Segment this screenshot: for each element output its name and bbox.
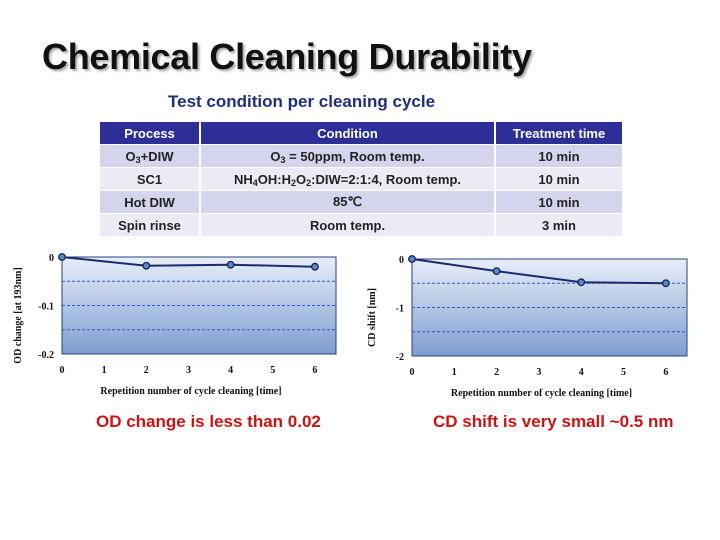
data-point [408, 255, 416, 263]
data-point [492, 267, 501, 276]
x-tick-label: 2 [494, 367, 499, 378]
cell-time: 10 min [495, 144, 622, 168]
x-tick-label: 0 [60, 365, 65, 376]
cell-process: O3+DIW [100, 144, 201, 168]
x-axis-label: Repetition number of cycle cleaning [tim… [451, 388, 632, 399]
od-remark: OD change is less than 0.02 [96, 412, 321, 431]
table-row: Hot DIW 85℃ 10 min [100, 190, 622, 214]
cell-time: 3 min [495, 213, 622, 236]
cell-process: Hot DIW [100, 190, 201, 214]
data-point [226, 260, 235, 269]
x-tick-label: 3 [186, 365, 191, 376]
table-row: SC1 NH4OH:H2O2:DIW=2:1:4, Room temp. 10 … [100, 167, 622, 191]
y-tick-label: -0.2 [38, 350, 54, 361]
table-subtitle: Test condition per cleaning cycle [168, 92, 436, 111]
data-point [58, 253, 66, 261]
x-tick-label: 5 [270, 365, 275, 376]
table-row: O3+DIW O3 = 50ppm, Room temp. 10 min [100, 144, 622, 168]
x-tick-label: 3 [536, 367, 541, 378]
series-line [411, 258, 666, 285]
y-tick-label: -0.1 [38, 302, 54, 313]
table-row: Spin rinse Room temp. 3 min [100, 213, 622, 236]
cell-condition: O3 = 50ppm, Room temp. [200, 144, 496, 168]
x-tick-label: 4 [579, 367, 584, 378]
od-change-chart: 0 -0.1 -0.2 0 1 2 3 4 5 6 Repetition number of cyc… [13, 253, 337, 397]
x-tick-label: 5 [621, 367, 626, 378]
x-tick-label: 2 [144, 365, 149, 376]
header-time: Treatment time [495, 122, 622, 145]
y-tick-label: -2 [396, 352, 404, 363]
data-point [661, 279, 670, 288]
cd-remark: CD shift is very small ~0.5 nm [433, 412, 674, 431]
cell-process: SC1 [100, 167, 201, 191]
data-point [311, 262, 319, 271]
slide-title: Chemical Cleaning Durability [42, 36, 532, 77]
cell-time: 10 min [495, 167, 622, 191]
cell-process: Spin rinse [100, 213, 201, 236]
x-tick-label: 6 [663, 367, 668, 378]
cell-condition: Room temp. [200, 213, 496, 236]
table-header-row: Process Condition Treatment time [100, 122, 622, 145]
cd-shift-chart: 0 -1 -2 0 1 2 3 4 5 6 Repetition number of cycle c… [367, 255, 688, 399]
y-tick-label: 0 [49, 253, 54, 264]
data-point [577, 278, 586, 287]
x-tick-label: 1 [452, 367, 457, 378]
y-tick-label: -1 [396, 304, 404, 315]
x-tick-label: 4 [228, 365, 233, 376]
x-tick-label: 6 [312, 365, 317, 376]
header-process: Process [100, 122, 201, 145]
x-tick-label: 1 [102, 365, 107, 376]
cell-condition: 85℃ [200, 190, 496, 214]
series-line [61, 256, 315, 268]
x-tick-label: 0 [410, 367, 415, 378]
y-tick-label: 0 [399, 255, 404, 266]
header-condition: Condition [200, 122, 496, 145]
x-axis-label: Repetition number of cycle cleaning [tim… [100, 386, 281, 397]
y-axis-label: CD shift [nm] [367, 288, 378, 347]
y-axis-label: OD change [at 193nm] [13, 267, 24, 363]
condition-table: Process Condition Treatment time O3+DIW … [100, 122, 622, 236]
data-point [142, 261, 151, 270]
cell-time: 10 min [495, 190, 622, 214]
cell-condition: NH4OH:H2O2:DIW=2:1:4, Room temp. [200, 167, 496, 191]
